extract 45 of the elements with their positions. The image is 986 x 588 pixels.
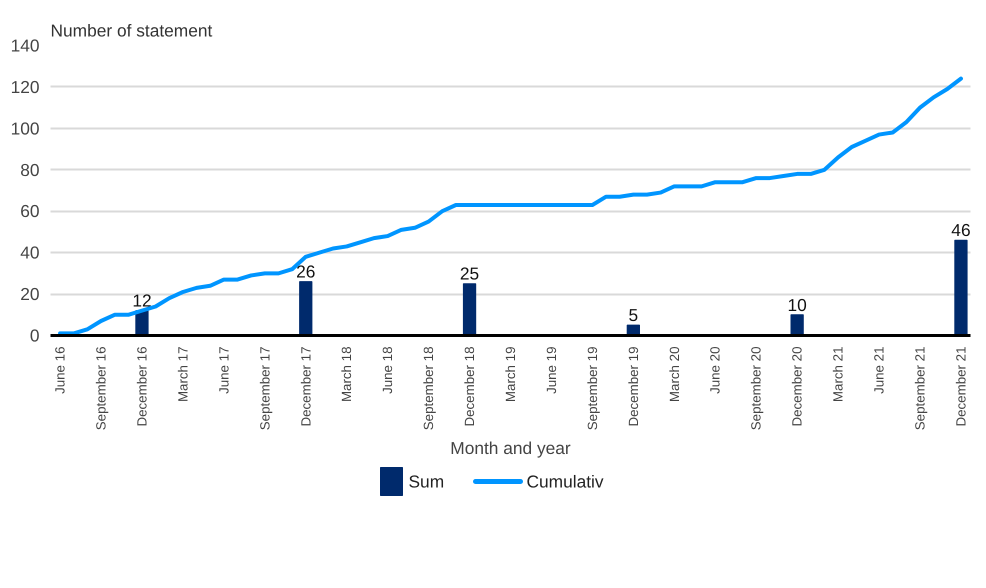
- x-tick-label: March 20: [666, 346, 682, 402]
- data-label: 25: [460, 264, 480, 284]
- x-tick-label: June 17: [216, 346, 232, 394]
- y-tick-label: 140: [10, 36, 40, 56]
- x-tick-label: June 21: [872, 346, 887, 394]
- data-label: 10: [788, 294, 807, 315]
- legend-label: Sum: [408, 472, 444, 492]
- y-tick-label: 80: [20, 160, 40, 180]
- x-axis-title: Month and year: [450, 438, 571, 458]
- x-tick-label: September 21: [912, 346, 928, 430]
- y-tick-label: 20: [20, 284, 40, 304]
- x-tick-label: December 19: [626, 346, 641, 427]
- y-axis-title: Number of statement: [50, 20, 212, 40]
- x-tick-label: December 20: [790, 346, 805, 427]
- data-label: 26: [296, 262, 316, 282]
- x-tick-label: December 17: [298, 346, 314, 427]
- x-tick-label: September 17: [257, 346, 272, 430]
- x-tick-label: March 18: [339, 346, 354, 402]
- bar: [790, 314, 804, 336]
- bar: [954, 240, 968, 336]
- x-tick-label: September 20: [748, 346, 764, 430]
- x-tick-label: June 18: [380, 346, 396, 394]
- y-tick-label: 60: [20, 201, 40, 222]
- y-tick-label: 100: [10, 118, 40, 138]
- x-tick-label: June 20: [708, 346, 723, 394]
- x-tick-label: March 17: [175, 346, 190, 402]
- x-tick-label: June 19: [544, 346, 559, 394]
- y-tick-label: 40: [20, 242, 40, 263]
- x-tick-label: September 18: [421, 346, 436, 430]
- y-tick-label: 0: [30, 326, 40, 346]
- data-label: 46: [951, 220, 971, 240]
- x-tick-label: March 21: [830, 346, 846, 402]
- bar: [299, 281, 312, 336]
- x-tick-label: December 18: [462, 346, 478, 427]
- x-tick-label: September 19: [584, 346, 600, 430]
- x-tick-label: September 16: [94, 346, 109, 430]
- bar: [462, 283, 476, 336]
- legend-label: Cumulativ: [526, 472, 604, 492]
- data-label: 5: [628, 305, 638, 326]
- x-tick-label: June 16: [52, 346, 68, 394]
- y-tick-label: 120: [10, 76, 40, 97]
- x-tick-label: March 19: [503, 346, 518, 402]
- data-label: 12: [132, 290, 152, 311]
- x-tick-label: December 21: [953, 346, 968, 427]
- x-tick-label: December 16: [134, 346, 150, 427]
